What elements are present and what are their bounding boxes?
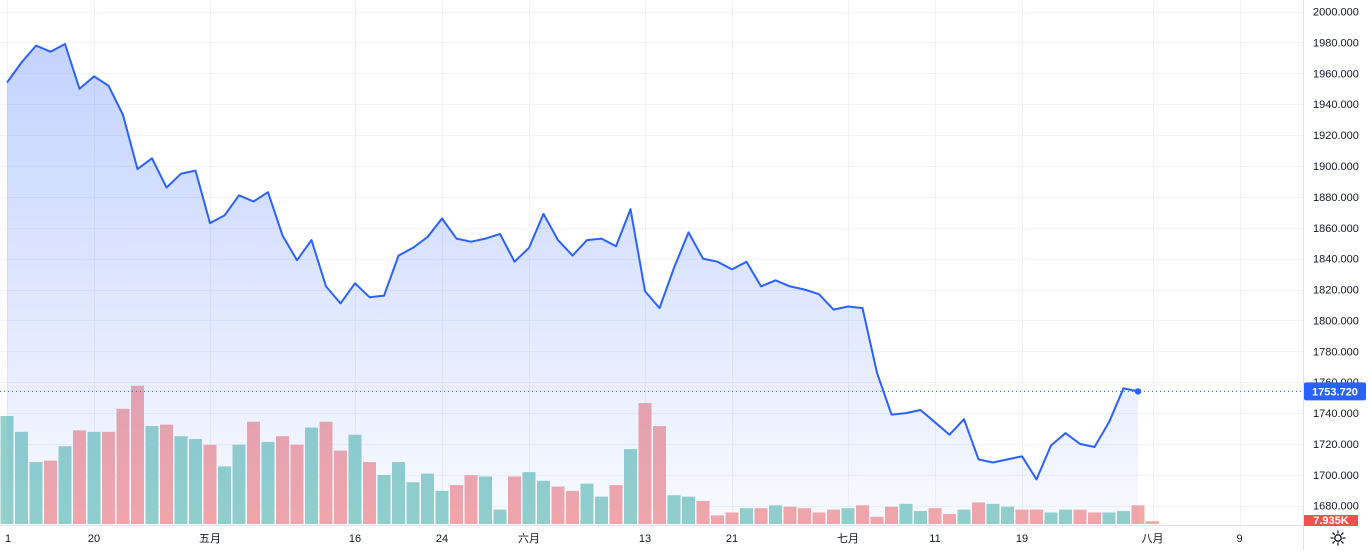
price-tick-label: 1940.000 [1313,99,1359,111]
price-tick-label: 1740.000 [1313,408,1359,420]
price-line [0,43,1303,481]
price-tick-label: 1980.000 [1313,37,1359,49]
time-tick-label: 16 [349,533,361,545]
price-tick-label: 1840.000 [1313,254,1359,266]
time-tick-label: 五月 [199,533,221,545]
price-area-fill [7,44,1138,525]
time-tick-label: 六月 [518,532,540,545]
time-axis: 1 20 五月 16 24 六月 13 21 七月 11 19 八月 9 [0,525,1303,545]
last-volume-label: 7.935K [1313,515,1349,527]
price-tick-label: 1800.000 [1313,315,1359,327]
price-tick-label: 1700.000 [1313,470,1359,482]
price-tick-label: 1960.000 [1313,68,1359,80]
last-price-dot [1134,388,1142,395]
time-tick-label: 1 [5,533,11,545]
price-tick-label: 1880.000 [1313,192,1359,204]
price-tick-label: 1920.000 [1313,130,1359,142]
volume-bar [1146,521,1159,524]
price-axis: 1680.0001700.0001720.0001740.0001760.000… [1303,0,1359,550]
last-volume-badge [1304,515,1358,526]
time-tick-label: 八月 [1142,533,1164,545]
time-tick-label: 24 [436,533,448,545]
last-price-label: 1753.720 [1312,386,1358,398]
price-tick-label: 1860.000 [1313,223,1359,235]
time-tick-label: 9 [1236,533,1242,545]
time-tick-label: 21 [726,533,738,545]
price-area [7,44,1138,525]
price-tick-label: 2000.000 [1313,7,1359,19]
gear-icon [1330,530,1346,546]
time-tick-label: 20 [88,533,100,545]
time-tick-label: 七月 [837,532,859,545]
price-tick-label: 1780.000 [1313,346,1359,358]
time-tick-label: 19 [1016,533,1028,545]
price-tick-label: 1680.000 [1313,501,1359,513]
settings-button[interactable] [1328,528,1348,548]
price-tick-label: 1900.000 [1313,161,1359,173]
last-price-badge [1304,382,1366,401]
price-tick-label: 1820.000 [1313,285,1359,297]
price-line-path [6,43,1139,481]
time-tick-label: 13 [639,533,651,545]
price-tick-label: 1720.000 [1313,439,1359,451]
time-tick-label: 11 [929,533,940,545]
last-value-labels: 1753.720 7.935K [1304,382,1366,527]
